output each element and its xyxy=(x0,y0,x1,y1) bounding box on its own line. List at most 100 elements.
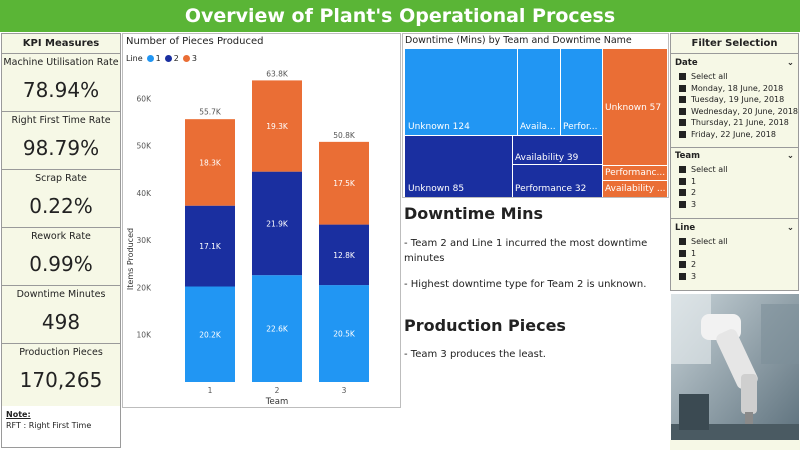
y-tick-label: 60K xyxy=(137,94,153,103)
production-heading: Production Pieces xyxy=(404,316,566,335)
date-option[interactable]: Monday, 18 June, 2018 xyxy=(675,83,798,95)
team-option[interactable]: Select all xyxy=(675,164,798,176)
kpi-label: Machine Utilisation Rate xyxy=(3,57,119,68)
treemap-cell-label: Unknown 85 xyxy=(408,184,465,194)
legend-dot-icon xyxy=(182,55,190,62)
legend-item-2[interactable]: 2 xyxy=(164,54,179,63)
date-option-label: Wednesday, 20 June, 2018 xyxy=(691,106,798,116)
line-slicer[interactable]: Line ⌄ Select all 1 2 3 xyxy=(675,223,798,282)
kpi-label: Production Pieces xyxy=(19,347,103,358)
downtime-heading: Downtime Mins xyxy=(404,204,543,223)
treemap-cell-label: Unknown 124 xyxy=(408,122,470,132)
kpi-card: Right First Time Rate 98.79% xyxy=(2,112,120,170)
date-slicer-label: Date xyxy=(675,58,698,68)
chart-legend: Line 1 2 3 xyxy=(126,54,197,63)
pieces-chart-title: Number of Pieces Produced xyxy=(126,36,264,47)
kpi-value: 170,265 xyxy=(19,368,103,392)
bar-data-label: 17.1K xyxy=(199,242,222,251)
bar-data-label: 20.5K xyxy=(333,330,356,339)
y-axis-label: Items Produced xyxy=(126,228,135,290)
bar-segment xyxy=(185,205,235,287)
checkbox-icon[interactable] xyxy=(679,166,686,174)
team-option[interactable]: 1 xyxy=(675,176,798,188)
y-tick-label: 30K xyxy=(137,236,153,245)
checkbox-icon[interactable] xyxy=(679,261,686,269)
treemap-cell-label: Performanc... xyxy=(605,168,666,178)
treemap-cell-label: Unknown 57 xyxy=(605,103,662,113)
checkbox-icon[interactable] xyxy=(679,84,686,92)
date-option-label: Thursday, 21 June, 2018 xyxy=(691,118,789,128)
checkbox-icon[interactable] xyxy=(679,96,686,104)
date-option-label: Select all xyxy=(691,72,728,82)
line-option[interactable]: Select all xyxy=(675,236,798,248)
bar-data-label: 17.5K xyxy=(333,179,356,188)
date-option[interactable]: Friday, 22 June, 2018 xyxy=(675,129,798,141)
date-option[interactable]: Tuesday, 19 June, 2018 xyxy=(675,94,798,106)
bar-segment xyxy=(319,224,369,286)
team-option[interactable]: 2 xyxy=(675,187,798,199)
chevron-down-icon[interactable]: ⌄ xyxy=(786,58,794,68)
checkbox-icon[interactable] xyxy=(679,119,686,127)
legend-item-3[interactable]: 3 xyxy=(182,54,197,63)
treemap-cell-team1-unknown[interactable]: Unknown 124 xyxy=(405,49,517,135)
note-title: Note: xyxy=(6,410,31,419)
production-insight-1: - Team 3 produces the least. xyxy=(404,349,546,360)
bar-segment xyxy=(252,171,302,276)
kpi-label: Downtime Minutes xyxy=(16,289,106,300)
bar-data-label: 18.3K xyxy=(199,158,222,167)
chevron-down-icon[interactable]: ⌄ xyxy=(786,223,794,233)
treemap-cell-label: Performance 32 xyxy=(515,184,587,194)
downtime-insight-1: - Team 2 and Line 1 incurred the most do… xyxy=(404,238,648,264)
team-slicer-label: Team xyxy=(675,151,701,161)
treemap-cell-label: Availability ... xyxy=(605,184,666,194)
team-slicer[interactable]: Team ⌄ Select all 1 2 3 xyxy=(675,151,798,210)
team-option[interactable]: 3 xyxy=(675,199,798,211)
kpi-label: Right First Time Rate xyxy=(11,115,111,126)
line-option-label: 2 xyxy=(691,260,697,270)
dashboard-header: Overview of Plant's Operational Process xyxy=(0,0,800,32)
line-option[interactable]: 1 xyxy=(675,248,798,260)
checkbox-icon[interactable] xyxy=(679,272,686,280)
treemap-cell-team1-availability[interactable]: Availa... xyxy=(518,49,560,135)
date-option[interactable]: Thursday, 21 June, 2018 xyxy=(675,117,798,129)
date-slicer[interactable]: Date ⌄ Select all Monday, 18 June, 2018 Tue… xyxy=(675,58,798,140)
line-option[interactable]: 3 xyxy=(675,271,798,283)
checkbox-icon[interactable] xyxy=(679,189,686,197)
treemap-cell-team3-performance[interactable]: Performance 32 xyxy=(513,165,602,197)
kpi-card: Downtime Minutes 498 xyxy=(2,286,120,344)
checkbox-icon[interactable] xyxy=(679,130,686,138)
date-option[interactable]: Select all xyxy=(675,71,798,83)
legend-item-1[interactable]: 1 xyxy=(146,54,161,63)
bar-data-label: 19.3K xyxy=(266,122,289,131)
checkbox-icon[interactable] xyxy=(679,73,686,81)
checkbox-icon[interactable] xyxy=(679,200,686,208)
date-option-label: Friday, 22 June, 2018 xyxy=(691,129,776,139)
treemap-cell-team3-unknown[interactable]: Unknown 85 xyxy=(405,136,512,197)
treemap-cell-team2-performance[interactable]: Performanc... xyxy=(603,166,667,180)
dashboard-title: Overview of Plant's Operational Process xyxy=(184,5,616,27)
treemap-cell-team2-unknown[interactable]: Unknown 57 xyxy=(603,49,667,165)
kpi-label: Rework Rate xyxy=(31,231,91,242)
line-option[interactable]: 2 xyxy=(675,259,798,271)
downtime-treemap-panel[interactable]: Downtime (Mins) by Team and Downtime Nam… xyxy=(402,33,669,198)
bar-segment xyxy=(319,285,369,382)
pieces-chart-panel[interactable]: Number of Pieces Produced Line 1 2 3 10K… xyxy=(122,33,401,408)
checkbox-icon[interactable] xyxy=(679,249,686,257)
treemap-cell-team2-availability[interactable]: Availability ... xyxy=(603,181,667,197)
kpi-value: 98.79% xyxy=(22,136,100,160)
checkbox-icon[interactable] xyxy=(679,238,686,246)
x-tick-label: 2 xyxy=(275,386,280,395)
treemap-cell-team3-availability[interactable]: Availability 39 xyxy=(513,136,602,164)
bar-total-label: 55.7K xyxy=(199,108,222,117)
treemap-cell-team1-performance[interactable]: Perfor... xyxy=(561,49,602,135)
pieces-bar-chart: 10K 20K 30K 40K 50K 60K Items Produced 20.2K 17.… xyxy=(126,69,369,407)
checkbox-icon[interactable] xyxy=(679,107,686,115)
bar-total-label: 50.8K xyxy=(333,131,356,140)
team-option-label: Select all xyxy=(691,165,728,175)
filter-title: Filter Selection xyxy=(671,34,798,54)
checkbox-icon[interactable] xyxy=(679,177,686,185)
chevron-down-icon[interactable]: ⌄ xyxy=(786,151,794,161)
treemap-cell-label: Availa... xyxy=(520,122,556,132)
team-option-label: 2 xyxy=(691,188,697,198)
date-option[interactable]: Wednesday, 20 June, 2018 xyxy=(675,106,798,118)
